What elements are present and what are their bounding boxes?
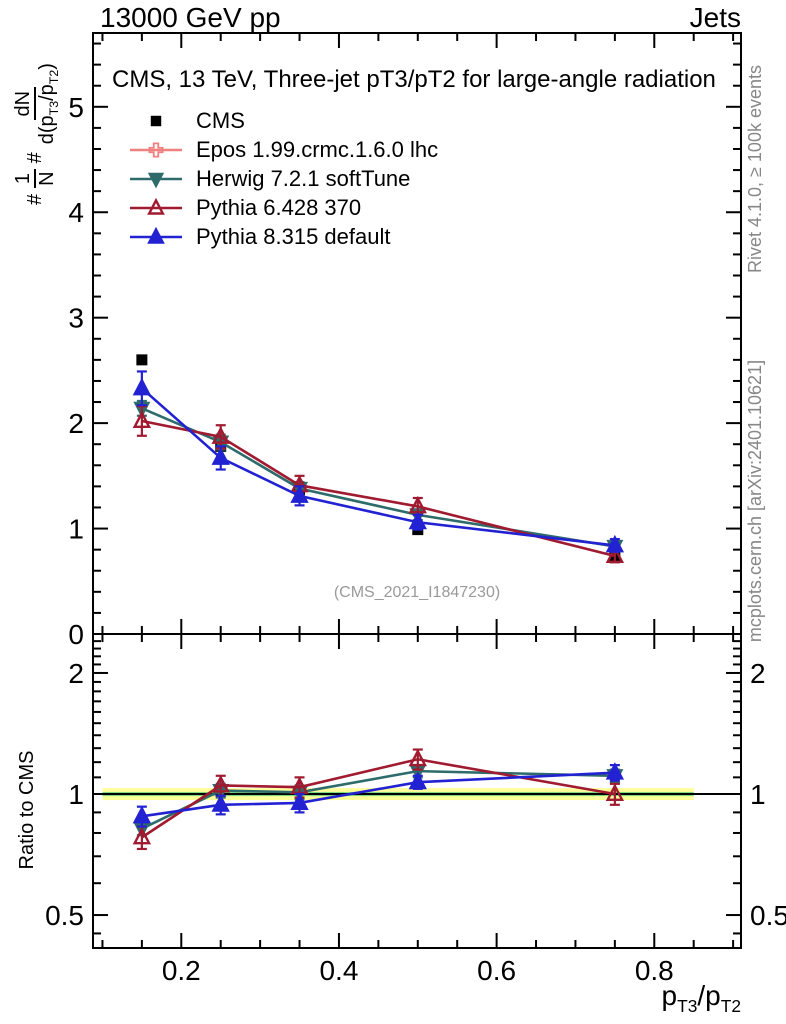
legend-label-epos-1-99-crmc-1-6-0-lhc: Epos 1.99.crmc.1.6.0 lhc [196, 136, 439, 162]
main-series-pythia-8-315-default [132, 370, 625, 553]
axis-tick-labels: 0.2 0.4 0.6 0.8 0 1 2 3 4 5 0.5 0.5 1 1 2 2 [45, 92, 786, 986]
legend: CMS Epos 1.99.crmc.1.6.0 lhc Herwig 7.2.1 … [128, 106, 438, 251]
rivet-version-caption: Rivet 4.1.0, ≥ 100k events [745, 65, 765, 273]
main-y-tick-label-1: 1 [68, 514, 84, 545]
main-y-tick-label-2: 2 [68, 408, 84, 439]
legend-item-herwig-7-2-1-softtune: Herwig 7.2.1 softTune [128, 164, 438, 193]
x-tick-label-0.2: 0.2 [162, 955, 201, 986]
ratio-series-pythia-8-315-default [132, 762, 625, 828]
main-y-tick-label-4: 4 [68, 197, 84, 228]
ratio-y-tick-label-left-1: 1 [68, 779, 84, 810]
legend-marker-cms [150, 115, 162, 126]
legend-marker-pythia-6-428-370 [130, 197, 182, 215]
legend-label-pythia-6-428-370: Pythia 6.428 370 [196, 194, 362, 220]
main-y-tick-label-3: 3 [68, 303, 84, 334]
legend-item-pythia-8-315-default: Pythia 8.315 default [128, 222, 438, 251]
ratio-y-tick-label-left-0.5: 0.5 [45, 900, 84, 931]
legend-item-cms: CMS [128, 106, 438, 135]
panel-frames [92, 32, 742, 949]
legend-label-cms: CMS [196, 107, 245, 133]
legend-label-pythia-8-315-default: Pythia 8.315 default [196, 223, 391, 249]
fraction-1-over-N: 1 N [12, 167, 58, 189]
data-uncertainty-band [93, 788, 741, 801]
ratio-y-tick-label-right-1: 1 [750, 779, 766, 810]
header-process: Jets [689, 2, 741, 33]
x-axis-label: pT3/pT2 [661, 980, 741, 1017]
fraction-dN-over-dx: dN d(pT3/pT2) [12, 63, 62, 145]
ratio-y-tick-label-left-2: 2 [68, 658, 84, 689]
ratio-y-tick-label-right-0.5: 0.5 [750, 900, 786, 931]
main-series-cms [136, 354, 621, 562]
header-beam-energy: 13000 GeV pp [100, 2, 281, 33]
hash-symbol: # [24, 193, 46, 205]
legend-item-epos-1-99-crmc-1-6-0-lhc: Epos 1.99.crmc.1.6.0 lhc [128, 135, 438, 164]
main-y-tick-label-5: 5 [68, 92, 84, 123]
legend-marker-herwig-7-2-1-softtune [130, 172, 182, 188]
legend-label-herwig-7-2-1-softtune: Herwig 7.2.1 softTune [196, 165, 411, 191]
ratio-y-axis-label: Ratio to CMS [16, 750, 38, 870]
legend-item-pythia-6-428-370: Pythia 6.428 370 [128, 193, 438, 222]
plot-title: CMS, 13 TeV, Three-jet pT3/pT2 for large… [112, 66, 716, 93]
x-tick-label-0.6: 0.6 [477, 955, 516, 986]
axis-ticks [93, 33, 741, 948]
hash-symbol: # [24, 152, 46, 164]
main-y-axis-label: # 1 N # dN d(pT3/pT2) [12, 11, 62, 251]
legend-marker-epos-1-99-crmc-1-6-0-lhc [130, 141, 182, 158]
x-tick-label-0.8: 0.8 [635, 955, 674, 986]
x-tick-label-0.4: 0.4 [319, 955, 358, 986]
legend-marker-pythia-8-315-default [130, 226, 182, 244]
main-y-tick-label-0: 0 [68, 619, 84, 650]
analysis-id-watermark: (CMS_2021_I1847230) [333, 584, 501, 601]
ratio-series-pythia-6-428-370 [132, 748, 625, 851]
main-series-herwig-7-2-1-softtune [133, 399, 624, 557]
ratio-y-tick-label-right-2: 2 [750, 658, 766, 689]
mcplots-arxiv-caption: mcplots.cern.ch [arXiv:2401.10621] [745, 359, 765, 643]
